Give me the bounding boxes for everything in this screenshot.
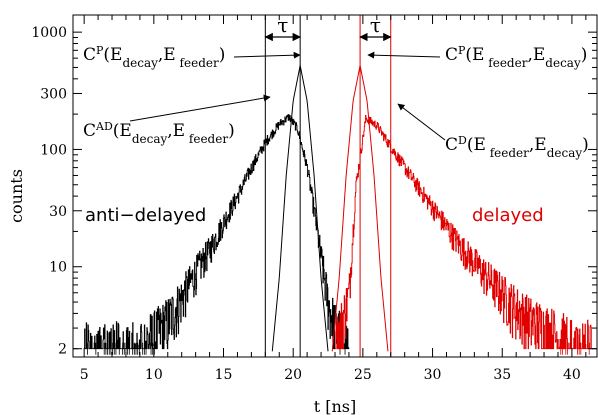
series-1-baseline-spikes [560, 342, 590, 355]
annotation-cp-left: CP(Edecay,E feeder) [83, 44, 225, 71]
y-tick-label: 30 [49, 204, 67, 220]
arrow-cp-left [233, 51, 301, 59]
annotation-cp-right: CP(E feeder,Edecay) [445, 44, 587, 71]
series-label-delayed: delayed [472, 205, 544, 226]
series-0-baseline-spikes [87, 342, 346, 355]
x-tick-label: 25 [354, 367, 372, 383]
vertical-lines [264, 15, 392, 357]
x-tick-label: 30 [424, 367, 442, 383]
tick-layer: 5 10 15 20 25 30 35 40 2 10 30 100 300 1000 [31, 15, 597, 383]
arrow-cad [129, 94, 271, 122]
tau-left-label: τ [277, 13, 288, 37]
x-tick-label: 20 [284, 367, 302, 383]
x-tick-label: 40 [563, 367, 581, 383]
x-tick-label: 10 [145, 367, 163, 383]
y-tick-label: 300 [40, 86, 67, 102]
series-1-histogram [335, 114, 593, 350]
y-tick-label: 2 [58, 342, 67, 358]
x-tick-label: 35 [493, 367, 511, 383]
series-0-histogram [84, 114, 350, 350]
series-label-anti-delayed: anti−delayed [85, 205, 206, 226]
y-tick-label: 100 [40, 142, 67, 158]
x-axis-label: t [ns] [314, 397, 357, 415]
arrow-cp-right [367, 51, 441, 59]
tau-right-label: τ [370, 13, 381, 37]
annotation-cad: CAD(Edecay,E feeder) [83, 120, 235, 147]
tau-bracket-left: τ [264, 13, 301, 42]
x-tick-label: 5 [80, 367, 89, 383]
y-axis-label: counts [7, 169, 26, 223]
y-tick-label: 1000 [31, 25, 67, 41]
annotation-cd: CD(E feeder,Edecay) [445, 134, 589, 161]
x-tick-label: 15 [215, 367, 233, 383]
tau-bracket-right: τ [359, 13, 392, 42]
y-tick-label: 10 [49, 260, 67, 276]
arrow-cd [397, 103, 446, 141]
